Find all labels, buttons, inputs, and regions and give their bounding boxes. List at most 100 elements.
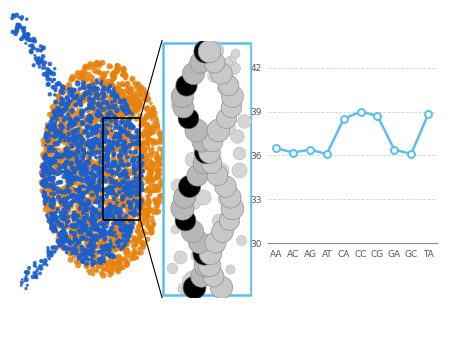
Point bbox=[66, 120, 73, 125]
Point bbox=[87, 163, 94, 168]
Point bbox=[61, 117, 68, 123]
Point bbox=[125, 118, 132, 123]
Point bbox=[59, 84, 66, 90]
Point bbox=[72, 167, 79, 172]
Point bbox=[72, 187, 79, 192]
Point bbox=[135, 230, 142, 235]
Point bbox=[127, 212, 134, 217]
Point bbox=[198, 140, 205, 145]
Point bbox=[84, 236, 91, 242]
Point bbox=[75, 195, 82, 201]
Point bbox=[146, 112, 153, 117]
Point bbox=[138, 140, 145, 146]
Point bbox=[97, 177, 104, 183]
Point bbox=[79, 246, 86, 251]
Point bbox=[153, 155, 160, 161]
Point bbox=[111, 100, 118, 105]
Point bbox=[180, 104, 187, 110]
Point bbox=[126, 180, 133, 186]
Point bbox=[51, 186, 58, 191]
Point bbox=[83, 166, 90, 171]
Point bbox=[54, 116, 61, 121]
Point bbox=[79, 228, 86, 234]
Point bbox=[80, 253, 87, 258]
Point bbox=[98, 231, 105, 236]
Point bbox=[79, 235, 86, 240]
Point bbox=[68, 175, 75, 180]
Point bbox=[59, 163, 67, 168]
Point bbox=[127, 108, 135, 114]
Point bbox=[82, 65, 90, 70]
Point bbox=[64, 203, 72, 209]
Point bbox=[144, 175, 151, 180]
Point bbox=[46, 189, 53, 194]
Point bbox=[73, 175, 80, 180]
Point bbox=[120, 133, 127, 138]
Point bbox=[66, 209, 73, 214]
Point bbox=[62, 167, 69, 172]
Point bbox=[66, 141, 73, 146]
Point bbox=[58, 223, 65, 228]
Point bbox=[86, 98, 93, 104]
Point bbox=[14, 26, 21, 32]
Point bbox=[93, 198, 100, 203]
Point bbox=[69, 177, 76, 182]
Point bbox=[115, 257, 122, 263]
Point bbox=[103, 145, 110, 150]
Point bbox=[48, 183, 55, 188]
Point bbox=[69, 166, 76, 171]
Point bbox=[110, 244, 117, 250]
Point bbox=[118, 82, 125, 87]
Point bbox=[75, 209, 82, 215]
Point bbox=[59, 242, 67, 248]
Point bbox=[87, 182, 94, 188]
Point bbox=[113, 112, 121, 117]
Point bbox=[86, 238, 93, 243]
Point bbox=[117, 137, 125, 143]
Point bbox=[142, 89, 149, 95]
Point bbox=[42, 184, 49, 189]
Point bbox=[68, 226, 75, 232]
Point bbox=[83, 237, 90, 242]
Point bbox=[67, 150, 74, 155]
Point bbox=[70, 240, 77, 245]
Point bbox=[121, 185, 128, 190]
Point bbox=[53, 134, 60, 139]
Point bbox=[206, 262, 213, 267]
Point bbox=[125, 186, 132, 192]
Point bbox=[65, 185, 72, 191]
Point bbox=[122, 248, 130, 254]
Point bbox=[65, 134, 72, 139]
Point bbox=[144, 177, 151, 183]
Point bbox=[76, 259, 84, 264]
Point bbox=[93, 91, 100, 96]
Point bbox=[54, 110, 61, 115]
Point bbox=[45, 67, 52, 72]
Point bbox=[143, 140, 150, 145]
Point bbox=[145, 197, 152, 202]
Point bbox=[97, 203, 104, 209]
Point bbox=[43, 126, 50, 131]
Point bbox=[103, 210, 110, 216]
Point bbox=[24, 32, 32, 37]
Point bbox=[111, 143, 118, 148]
Point bbox=[146, 199, 153, 205]
Point bbox=[77, 141, 85, 146]
Point bbox=[90, 117, 98, 122]
Point bbox=[72, 103, 80, 108]
Point bbox=[105, 243, 112, 248]
Point bbox=[63, 171, 70, 176]
Point bbox=[71, 149, 78, 154]
Point bbox=[185, 277, 193, 283]
Point bbox=[54, 180, 61, 186]
Point bbox=[73, 177, 80, 182]
Point bbox=[118, 191, 126, 197]
Point bbox=[118, 246, 125, 251]
Point bbox=[84, 159, 91, 165]
Point bbox=[62, 246, 69, 251]
Point bbox=[42, 178, 50, 184]
Point bbox=[44, 169, 51, 174]
Point bbox=[92, 173, 99, 179]
Point bbox=[58, 100, 65, 106]
Point bbox=[117, 159, 124, 165]
